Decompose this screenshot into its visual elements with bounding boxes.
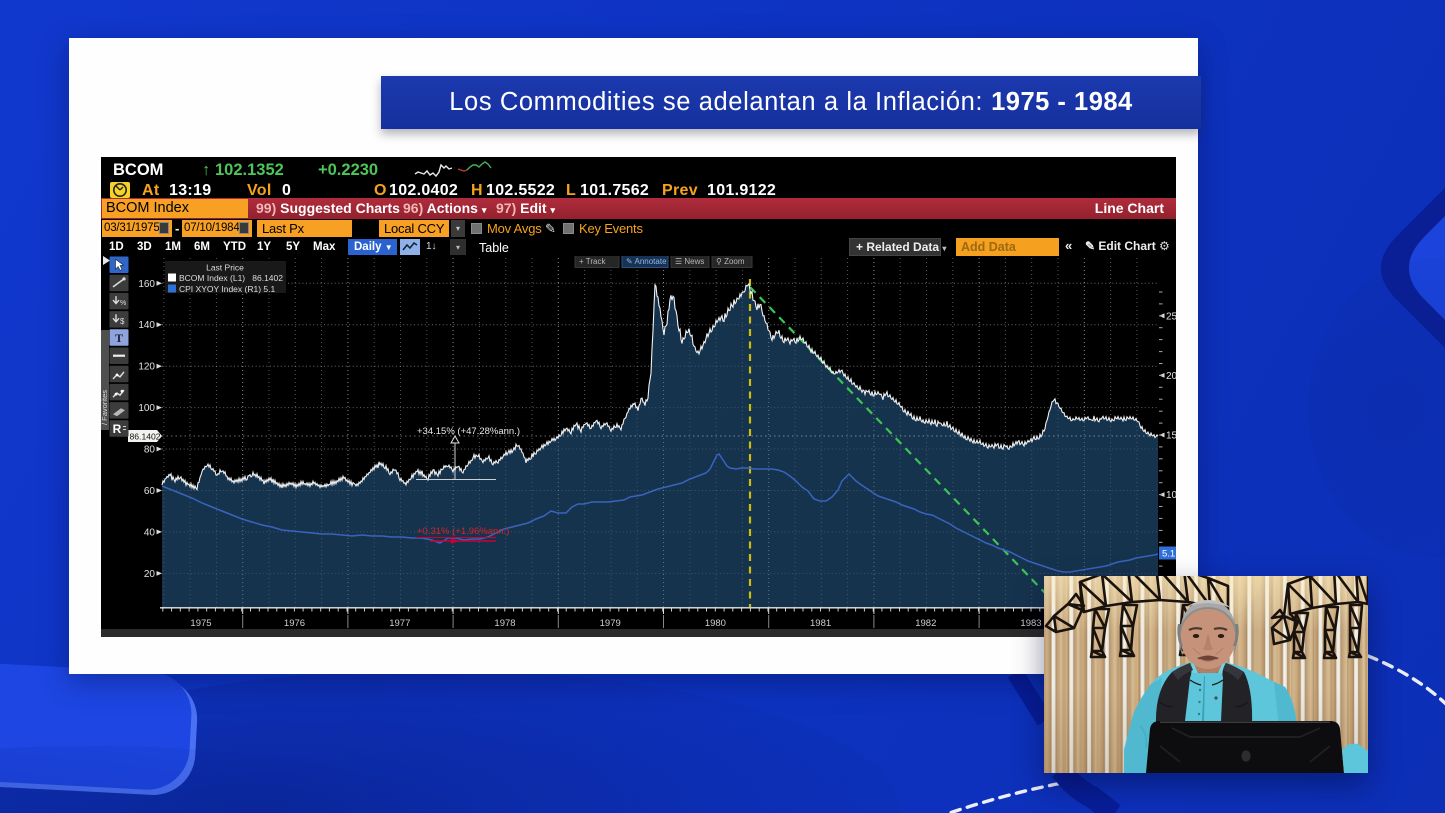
svg-text:+34.15% (+47.28%ann.): +34.15% (+47.28%ann.) [417,426,520,437]
svg-text:/ Favorites: / Favorites [101,390,109,425]
svg-text:1982: 1982 [915,618,936,629]
svg-text:%: % [120,300,126,307]
svg-text:CPI XYOY Index (R1) 5.1: CPI XYOY Index (R1) 5.1 [179,284,275,294]
svg-text:160: 160 [138,279,155,290]
svg-text:T: T [115,331,123,345]
svg-text:1976: 1976 [284,618,305,629]
svg-text:1978: 1978 [494,618,515,629]
svg-text:1979: 1979 [600,618,621,629]
svg-text:1981: 1981 [810,618,831,629]
svg-text:1980: 1980 [705,618,726,629]
svg-text:40: 40 [144,527,156,538]
svg-text:5.1: 5.1 [1162,549,1175,560]
svg-text:BCOM Index (L1): BCOM Index (L1) [179,273,245,283]
svg-text:15: 15 [1166,431,1176,442]
svg-text:86.1402: 86.1402 [130,431,161,441]
svg-text:+0.31% (+1.96%ann.): +0.31% (+1.96%ann.) [417,526,509,537]
svg-text:100: 100 [138,403,155,414]
svg-text:✎ Annotate: ✎ Annotate [626,257,667,266]
svg-text:10: 10 [1166,490,1176,501]
svg-text:20: 20 [1166,371,1176,382]
svg-text:$: $ [120,317,125,326]
svg-text:1977: 1977 [389,618,410,629]
svg-text:140: 140 [138,320,155,331]
svg-text:25: 25 [1166,311,1176,322]
svg-text:60: 60 [144,486,156,497]
svg-text:120: 120 [138,362,155,373]
svg-text:+ Track: + Track [579,257,606,266]
svg-text:Last Price: Last Price [206,263,244,273]
svg-text:1983: 1983 [1020,618,1041,629]
svg-text:R: R [113,422,122,436]
svg-text:1975: 1975 [190,618,211,629]
svg-text:☰ News: ☰ News [675,257,704,266]
svg-text:80: 80 [144,445,156,456]
svg-text:20: 20 [144,569,156,580]
svg-text:86.1402: 86.1402 [252,273,283,283]
svg-text:⚲ Zoom: ⚲ Zoom [716,257,745,266]
